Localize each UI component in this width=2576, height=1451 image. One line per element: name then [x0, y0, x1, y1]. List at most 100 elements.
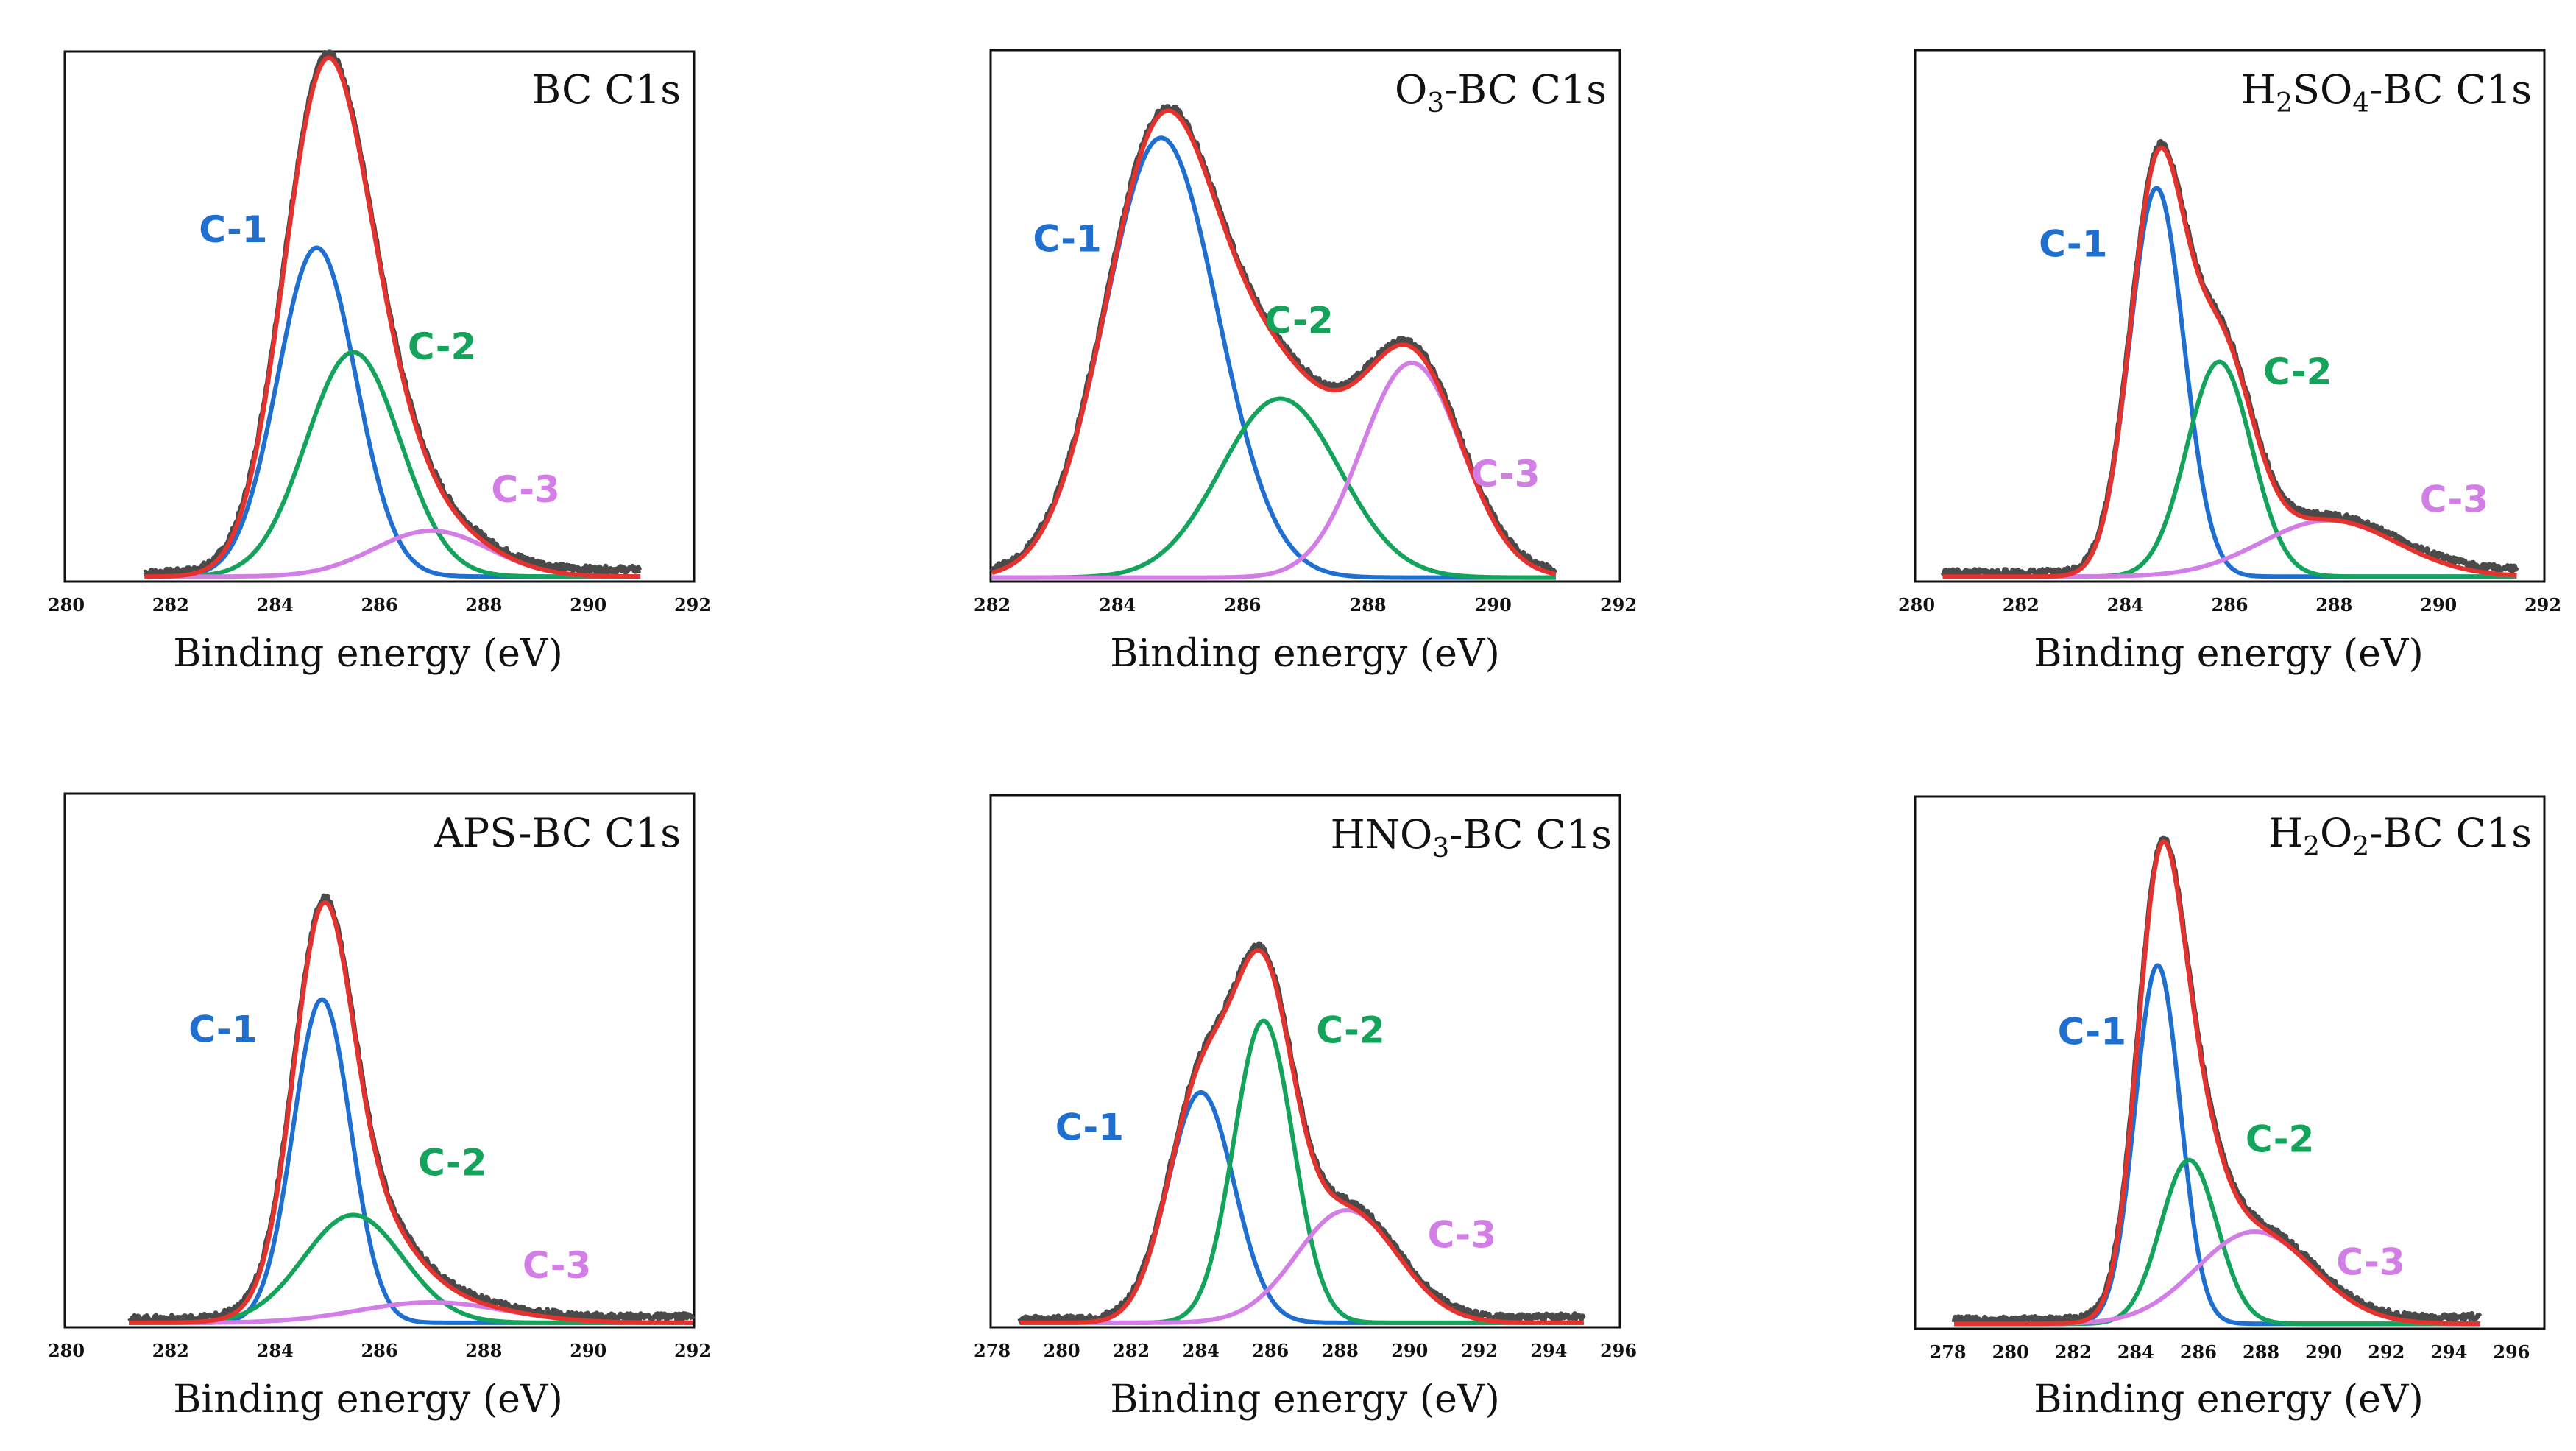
- x-tick-label: 294: [2430, 1341, 2467, 1363]
- panel-bc: 280 282 284 286 288 290 292 C-1 C-2 C-3 BC C1s B…: [48, 49, 711, 676]
- label-c-2: C-2: [2246, 1118, 2314, 1161]
- x-tick-label: 284: [257, 594, 294, 615]
- x-ticks: 278 280 282 284 286 288 290 292 294 296: [974, 1340, 1637, 1361]
- label-c-2: C-2: [2263, 350, 2332, 393]
- x-tick-label: 292: [674, 1340, 711, 1361]
- x-tick-label: 282: [2055, 1341, 2092, 1363]
- component-curve-c-1: [991, 135, 1557, 580]
- plot-frame: [63, 50, 696, 583]
- envelope-curve: [991, 108, 1557, 576]
- x-tick-label: 278: [1930, 1341, 1967, 1363]
- curves-group: [1940, 139, 2519, 579]
- label-c-1: C-1: [2058, 1011, 2126, 1053]
- x-tick-label: 290: [570, 594, 606, 615]
- panel-title: H2O2-BC C1s: [2268, 810, 2532, 862]
- x-axis-label: Binding energy (eV): [2034, 1377, 2424, 1422]
- x-tick-label: 292: [1461, 1340, 1498, 1361]
- label-c-1: C-1: [2039, 223, 2107, 266]
- x-tick-label: 280: [48, 1340, 85, 1361]
- label-c-2: C-2: [1316, 1009, 1384, 1052]
- envelope-curve: [143, 55, 642, 579]
- label-c-3: C-3: [2420, 479, 2488, 521]
- label-c-1: C-1: [188, 1008, 257, 1051]
- x-tick-label: 292: [674, 594, 711, 615]
- label-c-3: C-3: [1428, 1214, 1496, 1257]
- x-tick-label: 288: [1350, 594, 1387, 615]
- x-tick-label: 288: [2315, 594, 2352, 615]
- x-tick-label: 286: [1252, 1340, 1289, 1361]
- x-tick-label: 280: [48, 594, 85, 615]
- x-ticks: 282 284 286 288 290 292: [974, 594, 1637, 615]
- label-c-2: C-2: [1264, 300, 1333, 342]
- label-c-3: C-3: [1471, 453, 1540, 495]
- x-tick-label: 282: [2003, 594, 2039, 615]
- label-c-3: C-3: [2336, 1241, 2405, 1284]
- panel-h2o2-bc: 278 280 282 284 286 288 290 292 294 296 C-1 C-2 C-3…: [1914, 795, 2546, 1422]
- x-axis-label: Binding energy (eV): [2034, 632, 2424, 676]
- x-tick-label: 288: [1322, 1340, 1359, 1361]
- label-c-3: C-3: [523, 1244, 591, 1287]
- x-axis-label: Binding energy (eV): [173, 632, 563, 676]
- component-labels: C-1 C-2 C-3: [2039, 223, 2488, 521]
- label-c-1: C-1: [1033, 218, 1101, 261]
- x-tick-label: 294: [1530, 1340, 1567, 1361]
- envelope-curve: [1019, 948, 1585, 1325]
- component-labels: C-1 C-2 C-3: [2058, 1011, 2405, 1284]
- x-tick-label: 282: [1113, 1340, 1150, 1361]
- x-tick-label: 292: [2368, 1341, 2405, 1363]
- component-labels: C-1 C-2 C-3: [1033, 218, 1540, 496]
- x-tick-label: 290: [2305, 1341, 2342, 1363]
- x-tick-label: 290: [1391, 1340, 1428, 1361]
- panel-title: O3-BC C1s: [1395, 66, 1607, 119]
- component-curve-c-3: [1019, 1207, 1585, 1325]
- component-curve-c-2: [127, 1212, 694, 1325]
- x-tick-label: 284: [2117, 1341, 2154, 1363]
- x-tick-label: 292: [2524, 594, 2561, 615]
- x-tick-label: 280: [1898, 594, 1935, 615]
- plot-frame: [989, 794, 1621, 1329]
- x-tick-label: 280: [1992, 1341, 2029, 1363]
- label-c-3: C-3: [491, 468, 559, 511]
- curves-group: [1017, 941, 1586, 1325]
- component-labels: C-1 C-2 C-3: [188, 1008, 591, 1287]
- plot-frame: [63, 792, 696, 1329]
- x-tick-label: 290: [1475, 594, 1512, 615]
- x-tick-label: 284: [257, 1340, 294, 1361]
- panel-title: H2SO4-BC C1s: [2241, 66, 2532, 119]
- panel-title: BC C1s: [531, 66, 681, 113]
- label-c-2: C-2: [408, 325, 476, 368]
- label-c-1: C-1: [199, 208, 267, 251]
- panel-title: HNO3-BC C1s: [1331, 811, 1612, 864]
- component-curve-c-2: [1019, 1018, 1585, 1325]
- x-axis-label: Binding energy (eV): [1110, 632, 1500, 676]
- x-ticks: 280 282 284 286 288 290 292: [48, 1340, 711, 1361]
- x-tick-label: 278: [974, 1340, 1011, 1361]
- label-c-2: C-2: [418, 1142, 486, 1185]
- component-labels: C-1 C-2 C-3: [199, 208, 560, 511]
- envelope-curve: [127, 900, 694, 1325]
- plot-frame: [989, 49, 1621, 583]
- x-tick-label: 286: [361, 594, 397, 615]
- panel-h2so4-bc: 280 282 284 286 288 290 292 C-1 C-2 C-3 H2SO4-BC…: [1898, 49, 2561, 676]
- plot-frame: [1914, 49, 2546, 583]
- x-tick-label: 288: [465, 1340, 502, 1361]
- x-ticks: 280 282 284 286 288 290 292: [48, 594, 711, 615]
- x-tick-label: 282: [152, 1340, 189, 1361]
- curves-group: [127, 893, 696, 1325]
- x-tick-label: 282: [974, 594, 1011, 615]
- x-tick-label: 282: [152, 594, 189, 615]
- curves-group: [989, 104, 1558, 580]
- x-tick-label: 288: [2243, 1341, 2279, 1363]
- x-ticks: 280 282 284 286 288 290 292: [1898, 594, 2561, 615]
- x-tick-label: 296: [2493, 1341, 2530, 1363]
- x-tick-label: 290: [570, 1340, 606, 1361]
- x-tick-label: 284: [1183, 1340, 1220, 1361]
- component-curve-c-2: [1942, 359, 2518, 579]
- curves-group: [143, 49, 643, 579]
- plot-frame: [1914, 795, 2546, 1330]
- x-tick-label: 286: [1224, 594, 1261, 615]
- x-tick-label: 286: [2180, 1341, 2217, 1363]
- panel-title: APS-BC C1s: [434, 810, 681, 856]
- panel-aps-bc: 280 282 284 286 288 290 292 C-1 C-2 C-3 APS-BC C…: [48, 792, 711, 1422]
- x-tick-label: 292: [1600, 594, 1637, 615]
